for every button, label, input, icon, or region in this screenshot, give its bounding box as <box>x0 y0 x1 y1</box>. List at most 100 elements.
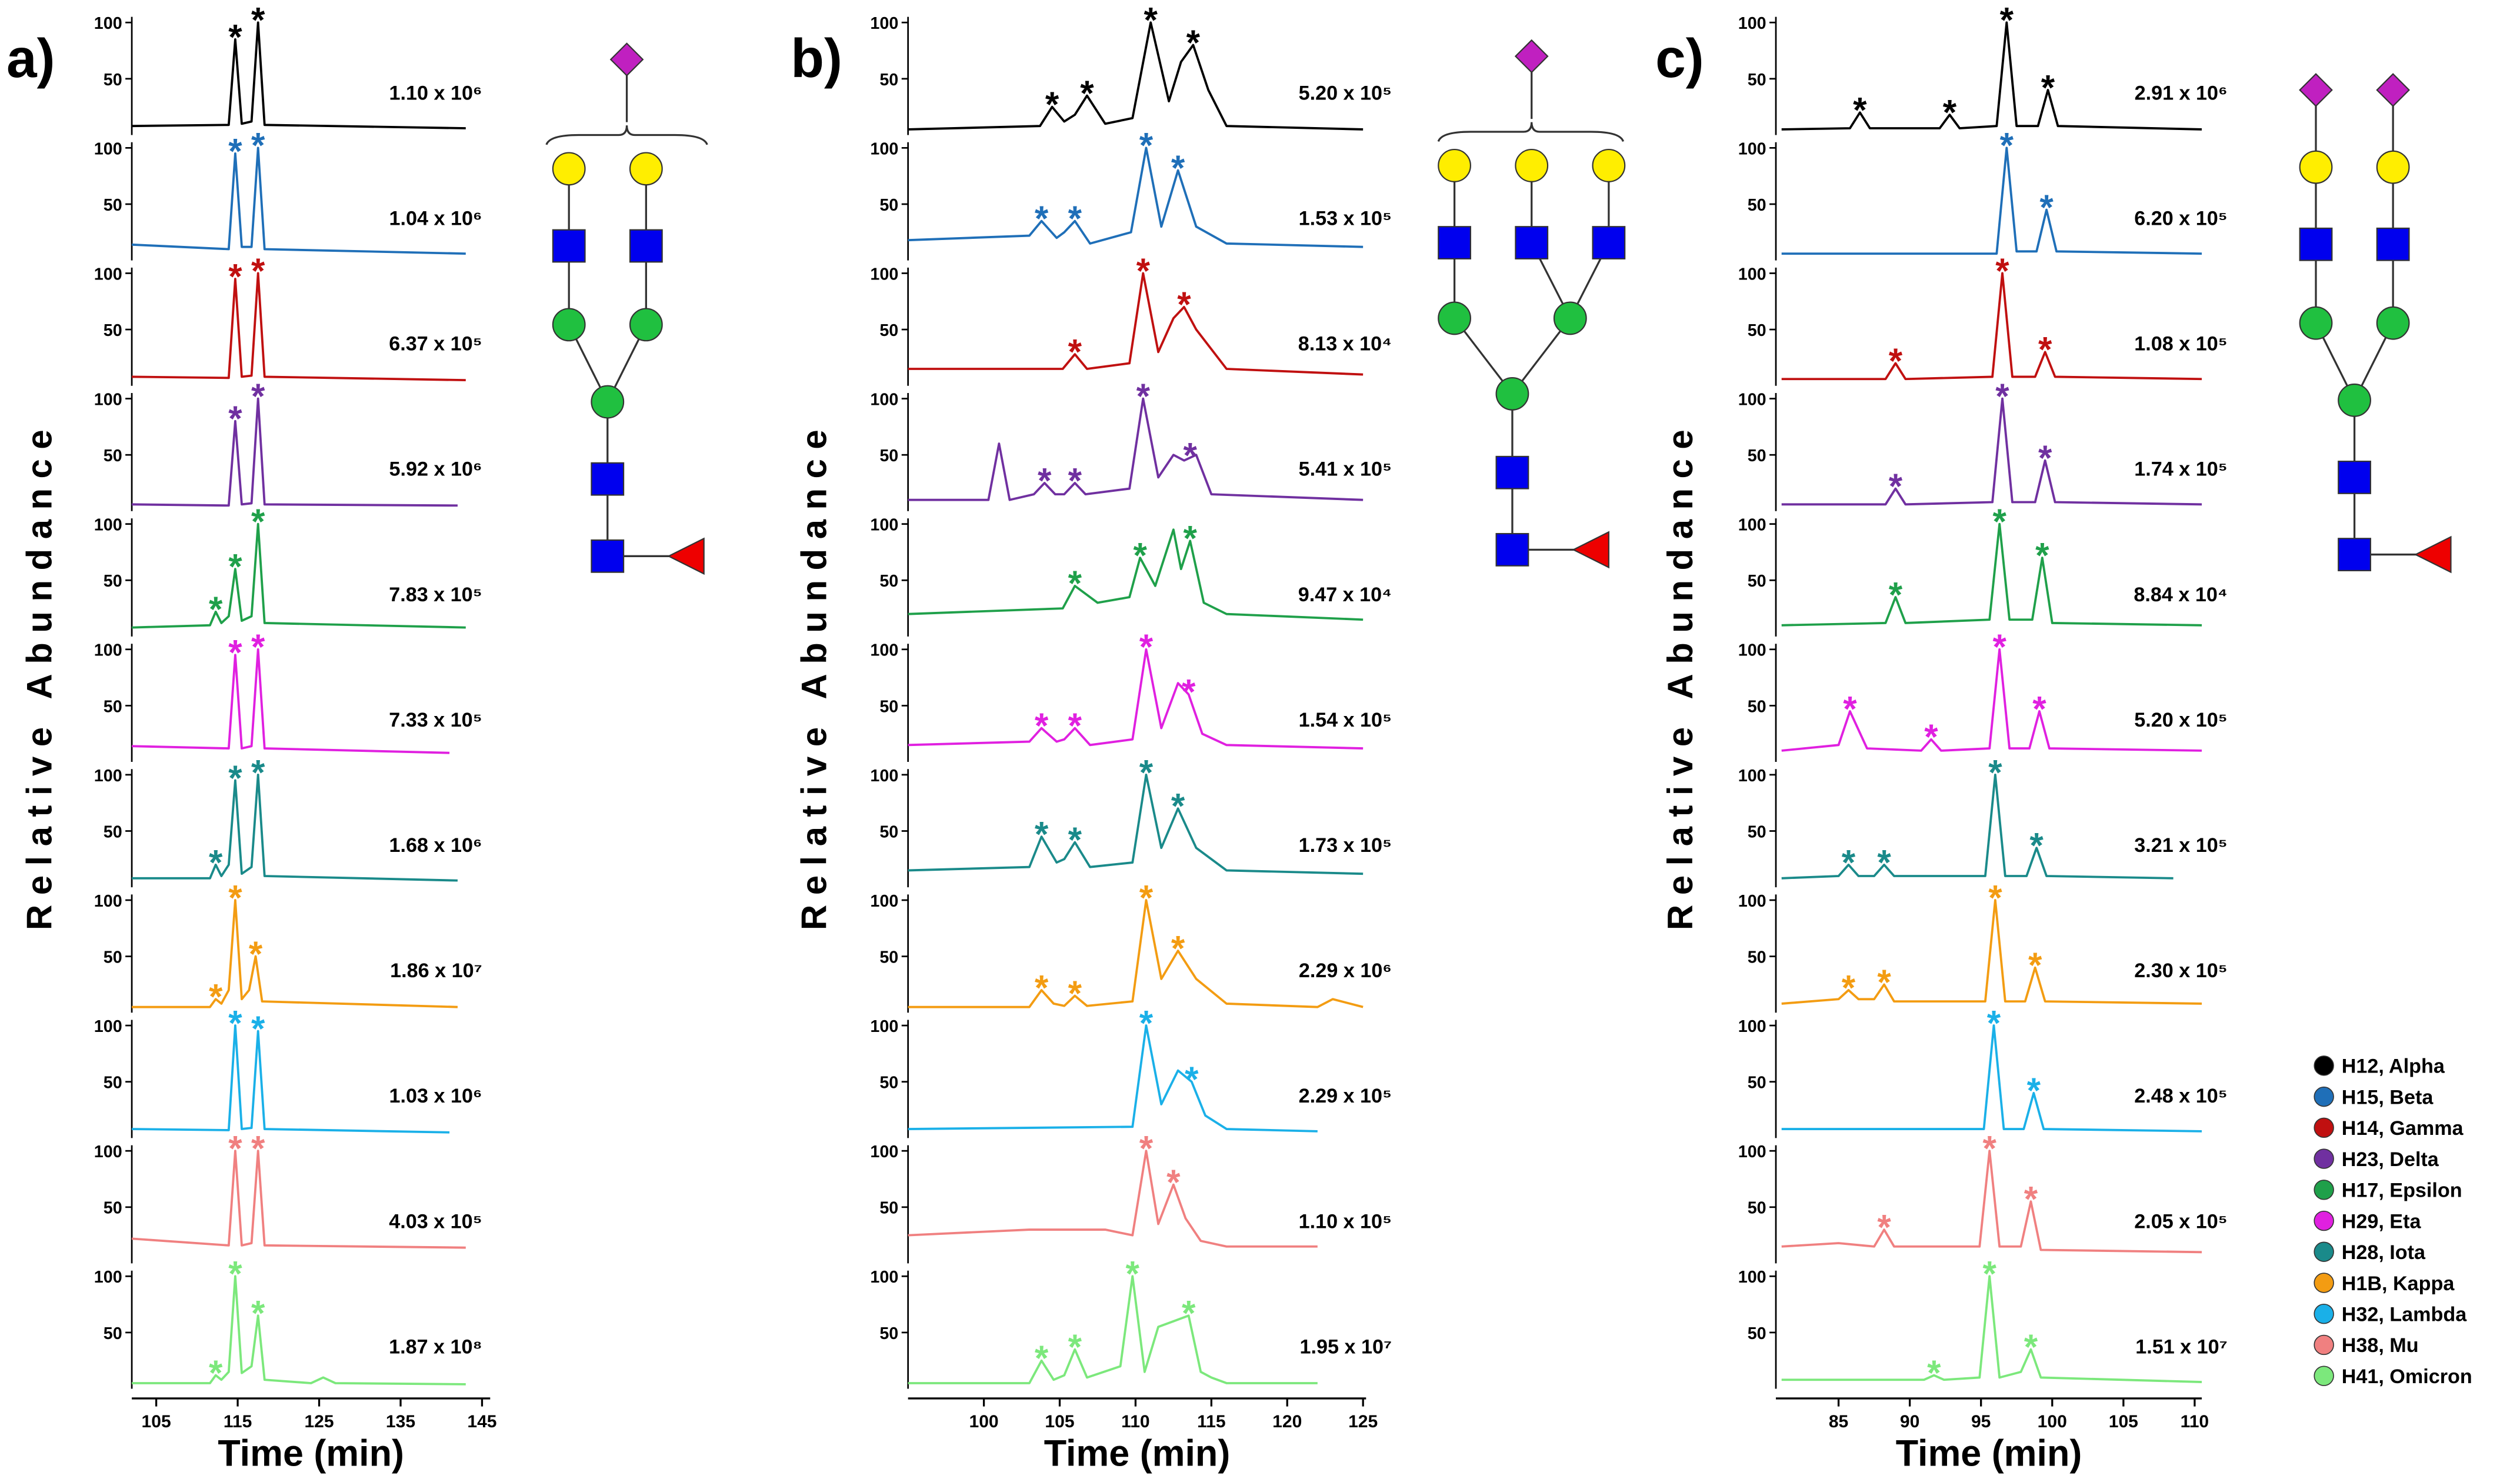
y-tick-label: 100 <box>94 139 122 158</box>
trace <box>131 1150 466 1249</box>
peak-marker: * <box>1182 1294 1196 1333</box>
y-tick-label: 50 <box>104 1074 122 1093</box>
y-tick-label: 100 <box>870 892 898 911</box>
peak-marker: * <box>1995 377 2009 416</box>
peak-marker: * <box>1068 564 1082 603</box>
legend-label: H12, Alpha <box>2342 1055 2445 1078</box>
y-tick-label: 100 <box>1738 14 1766 33</box>
y-tick-label: 100 <box>870 265 898 284</box>
x-tick-label: 125 <box>304 1412 334 1431</box>
peak-marker: * <box>1877 842 1891 882</box>
peak-marker: * <box>209 1353 223 1393</box>
peak-marker: * <box>2038 438 2052 478</box>
y-tick-label: 50 <box>104 572 122 591</box>
y-tick-label: 100 <box>94 892 122 911</box>
peak-marker: * <box>1877 1207 1891 1247</box>
x-tick-label: 100 <box>2038 1412 2067 1431</box>
legend-label: H14, Gamma <box>2342 1117 2464 1140</box>
x-axis-label: Time (min) <box>1896 1433 2082 1474</box>
y-tick-label: 100 <box>870 516 898 535</box>
legend-label: H28, Iota <box>2342 1241 2426 1264</box>
peak-marker: * <box>1068 706 1082 745</box>
x-tick-label: 145 <box>467 1412 496 1431</box>
y-tick-label: 50 <box>104 1324 122 1343</box>
peak-marker: * <box>1038 461 1052 500</box>
y-tick-label: 100 <box>94 390 122 409</box>
peak-marker: * <box>1943 92 1957 132</box>
legend-swatch <box>2314 1180 2334 1200</box>
peak-marker: * <box>1992 502 2006 541</box>
peak-marker: * <box>1983 1254 1997 1294</box>
y-tick-label: 100 <box>94 265 122 284</box>
peak-marker: * <box>1136 377 1151 416</box>
intensity-label: 1.74 x 10⁵ <box>2134 458 2227 481</box>
legend-swatch <box>2314 1273 2334 1293</box>
intensity-label: 7.83 x 10⁵ <box>389 584 482 606</box>
y-tick-label: 50 <box>104 1199 122 1218</box>
peak-marker: * <box>1185 1060 1199 1099</box>
intensity-label: 6.20 x 10⁵ <box>2134 207 2227 229</box>
peak-marker: * <box>1139 627 1154 667</box>
y-tick-label: 50 <box>104 321 122 340</box>
x-tick-label: 105 <box>1045 1412 1074 1431</box>
intensity-label: 1.68 x 10⁶ <box>389 834 482 857</box>
intensity-label: 5.41 x 10⁵ <box>1299 458 1392 481</box>
y-tick-label: 100 <box>1738 1017 1766 1036</box>
intensity-label: 2.48 x 10⁵ <box>2134 1085 2227 1107</box>
x-tick-label: 85 <box>1829 1412 1848 1431</box>
y-axis-label: Relative Abundance <box>794 420 834 930</box>
trace <box>908 528 1364 621</box>
peak-marker: * <box>1133 535 1147 575</box>
y-tick-label: 50 <box>1748 1199 1766 1218</box>
peak-marker: * <box>228 1129 242 1168</box>
intensity-label: 8.13 x 10⁴ <box>1298 333 1392 355</box>
peak-marker: * <box>1877 963 1891 1002</box>
glycan-a <box>545 42 708 575</box>
peak-marker: * <box>1924 717 1938 757</box>
trace <box>1781 21 2202 131</box>
y-tick-label: 100 <box>1738 139 1766 158</box>
peak-marker: * <box>2027 1071 2041 1110</box>
trace <box>132 648 450 754</box>
trace <box>132 899 458 1008</box>
intensity-label: 1.53 x 10⁵ <box>1299 207 1392 229</box>
peak-marker: * <box>251 627 265 667</box>
peak-marker: * <box>1184 435 1198 475</box>
peak-marker: * <box>1171 148 1185 188</box>
intensity-label: 4.03 x 10⁵ <box>389 1210 482 1233</box>
peak-marker: * <box>1853 91 1867 130</box>
trace <box>908 1024 1318 1133</box>
x-tick-label: 95 <box>1971 1412 1991 1431</box>
peak-marker: * <box>1927 1353 1941 1393</box>
peak-marker: * <box>1035 199 1049 238</box>
y-tick-label: 50 <box>879 1074 898 1093</box>
y-tick-label: 100 <box>870 139 898 158</box>
peak-marker: * <box>251 1129 265 1168</box>
x-tick-label: 90 <box>1900 1412 1919 1431</box>
peak-marker: * <box>1144 1 1158 40</box>
x-tick-label: 120 <box>1272 1412 1302 1431</box>
peak-marker: * <box>228 257 242 296</box>
peak-marker: * <box>251 1294 265 1333</box>
peak-marker: * <box>228 633 242 672</box>
panel-label: a) <box>6 28 55 89</box>
x-tick-label: 125 <box>1348 1412 1378 1431</box>
legend-swatch <box>2314 1055 2334 1076</box>
intensity-label: 1.86 x 10⁷ <box>390 960 482 982</box>
peak-marker: * <box>228 399 242 438</box>
intensity-label: 1.10 x 10⁶ <box>389 82 482 104</box>
peak-marker: * <box>1068 1327 1082 1367</box>
trace <box>1781 1275 2202 1383</box>
peak-marker: * <box>1171 928 1185 968</box>
trace <box>908 1150 1318 1248</box>
y-tick-label: 100 <box>870 14 898 33</box>
peak-marker: * <box>1988 752 2002 792</box>
trace <box>131 146 466 255</box>
peak-marker: * <box>1136 251 1151 291</box>
legend-swatch <box>2314 1210 2334 1231</box>
peak-marker: * <box>1166 1163 1181 1202</box>
y-tick-label: 100 <box>1738 1143 1766 1161</box>
y-tick-label: 50 <box>104 196 122 215</box>
intensity-label: 1.54 x 10⁵ <box>1299 709 1392 731</box>
trace <box>132 773 458 882</box>
